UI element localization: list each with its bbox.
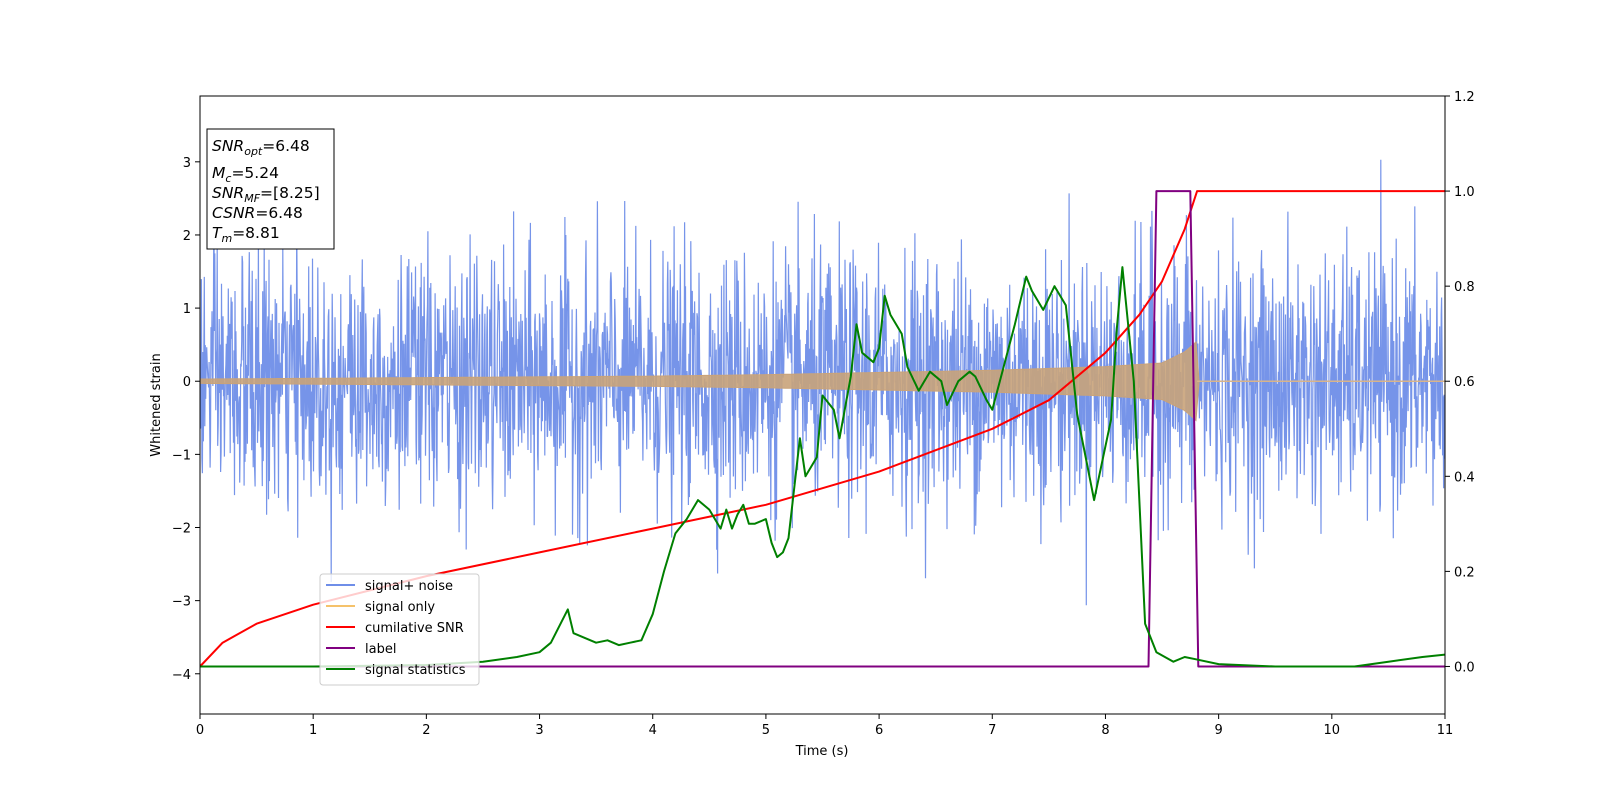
y2-tick-label: 0.4 (1454, 470, 1475, 485)
x-tick-label: 11 (1437, 723, 1454, 738)
y-tick-label: 0 (183, 375, 191, 390)
x-tick-label: 3 (535, 723, 543, 738)
y2-tick-label: 1.0 (1454, 185, 1475, 200)
legend-label-signal-only: signal only (365, 600, 435, 615)
y2-tick-label: 0.0 (1454, 660, 1475, 675)
y-tick-label: −1 (172, 448, 191, 463)
x-tick-label: 2 (422, 723, 430, 738)
y2-tick-label: 0.6 (1454, 375, 1475, 390)
y2-tick-label: 0.8 (1454, 280, 1475, 295)
info-tm-base: T (212, 224, 223, 242)
info-mc-value: =5.24 (231, 164, 279, 182)
x-tick-label: 4 (649, 723, 657, 738)
info-csnr-value: =6.48 (255, 204, 303, 222)
info-mc: Mc=5.24 (212, 164, 279, 185)
x-tick-label: 10 (1324, 723, 1341, 738)
info-snr-mf-base: SNR (212, 184, 244, 202)
y-tick-label: −2 (172, 522, 191, 537)
x-tick-label: 5 (762, 723, 770, 738)
y2-tick-label: 1.2 (1454, 90, 1475, 105)
info-mc-base: M (212, 164, 225, 182)
x-tick-label: 6 (875, 723, 883, 738)
series-signal-statistics (200, 266, 1445, 668)
plot-frame (199, 95, 1446, 715)
info-snr-opt: SNRopt=6.48 (212, 137, 310, 158)
legend-label-signal-statistics: signal statistics (365, 663, 466, 678)
y2-tick-label: 0.2 (1454, 565, 1475, 580)
info-snr-mf-value: =[8.25] (260, 184, 320, 202)
series-signal-noise (200, 159, 1445, 606)
info-csnr: CSNR=6.48 (212, 204, 303, 222)
legend-label-signal-noise: signal+ noise (365, 579, 453, 594)
legend-frame (319, 573, 480, 686)
info-snr-opt-value: =6.48 (262, 137, 310, 155)
legend: signal+ noise signal only cumilative SNR… (319, 573, 480, 686)
y-tick-label: −4 (172, 668, 191, 683)
x-tick-label: 9 (1214, 723, 1222, 738)
x-tick-label: 0 (196, 723, 204, 738)
ticks-layer: 0 1 2 3 4 5 6 7 8 9 10 11 −4 −3 −2 −1 0 1 2 3 0.0 0.2 0.4 0.6 0.… (172, 90, 1475, 738)
info-tm-value: =8.81 (232, 224, 280, 242)
y-axis-label: Whitened strain (149, 353, 164, 456)
x-tick-label: 8 (1101, 723, 1109, 738)
y-tick-label: 3 (183, 156, 191, 171)
info-tm-sub: m (221, 232, 232, 245)
info-snr-mf-sub: MF (244, 192, 260, 205)
y-tick-label: −3 (172, 595, 191, 610)
series-layer (200, 159, 1445, 668)
y-tick-label: 1 (183, 302, 191, 317)
info-mc-sub: c (225, 172, 231, 185)
info-box: SNRopt=6.48 Mc=5.24 SNRMF=[8.25] CSNR=6.… (206, 128, 335, 250)
x-axis-label: Time (s) (795, 744, 849, 759)
info-snr-opt-sub: opt (244, 145, 263, 158)
series-label (200, 190, 1445, 668)
info-tm: Tm=8.81 (212, 224, 280, 245)
y-tick-label: 2 (183, 229, 191, 244)
x-tick-label: 7 (988, 723, 996, 738)
legend-label-cumulative-snr: cumilative SNR (365, 621, 464, 636)
series-cumulative-snr (200, 190, 1445, 668)
x-tick-label: 1 (309, 723, 317, 738)
info-snr-opt-base: SNR (212, 137, 244, 155)
info-csnr-base: CSNR (212, 204, 255, 222)
info-snr-mf: SNRMF=[8.25] (212, 184, 320, 205)
legend-label-label: label (365, 642, 396, 657)
info-box-frame (206, 128, 335, 250)
